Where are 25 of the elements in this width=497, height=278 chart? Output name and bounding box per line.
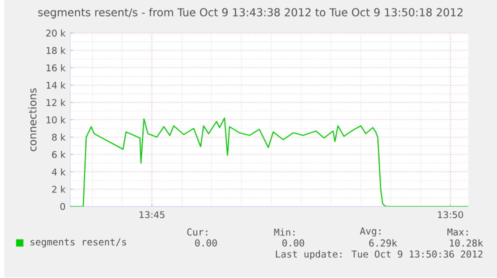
y-axis-title: connections (28, 88, 36, 152)
y-tick-label: 14 k (46, 82, 66, 89)
y-tick-label: 20 k (46, 30, 66, 37)
chart-title: segments resent/s - from Tue Oct 9 13:43:38 2012 to Tue Oct 9 13:50:18 2012 (38, 8, 462, 19)
text: 0.00 (282, 240, 304, 247)
legend-label: segments resent/s (30, 238, 126, 248)
text: 0.00 (195, 240, 217, 247)
y-tick-label: 0 (60, 203, 66, 210)
text: 6.29k (369, 239, 398, 247)
y-tick-label: 10 k (46, 116, 66, 124)
y-tick-label: 6 k (52, 151, 66, 158)
y-tick-label: 8 k (52, 134, 66, 141)
y-tick-label: 16 k (46, 64, 66, 72)
text: 10.28k (450, 239, 484, 247)
x-tick-label: 13:45 (140, 211, 164, 218)
y-tick-label: 18 k (46, 46, 66, 54)
y-tick-label: 12 k (46, 99, 66, 106)
y-tick-label: 4 k (52, 168, 66, 176)
text: Avg: (360, 228, 380, 237)
x-tick-label: 13:50 (438, 211, 464, 218)
text: Last update: Tue Oct 9 13:50:36 2012 (276, 250, 482, 260)
text: Max: (447, 228, 468, 236)
text: Cur: (187, 228, 208, 236)
text: Min: (274, 228, 294, 236)
y-tick-label: 2 k (52, 186, 66, 193)
